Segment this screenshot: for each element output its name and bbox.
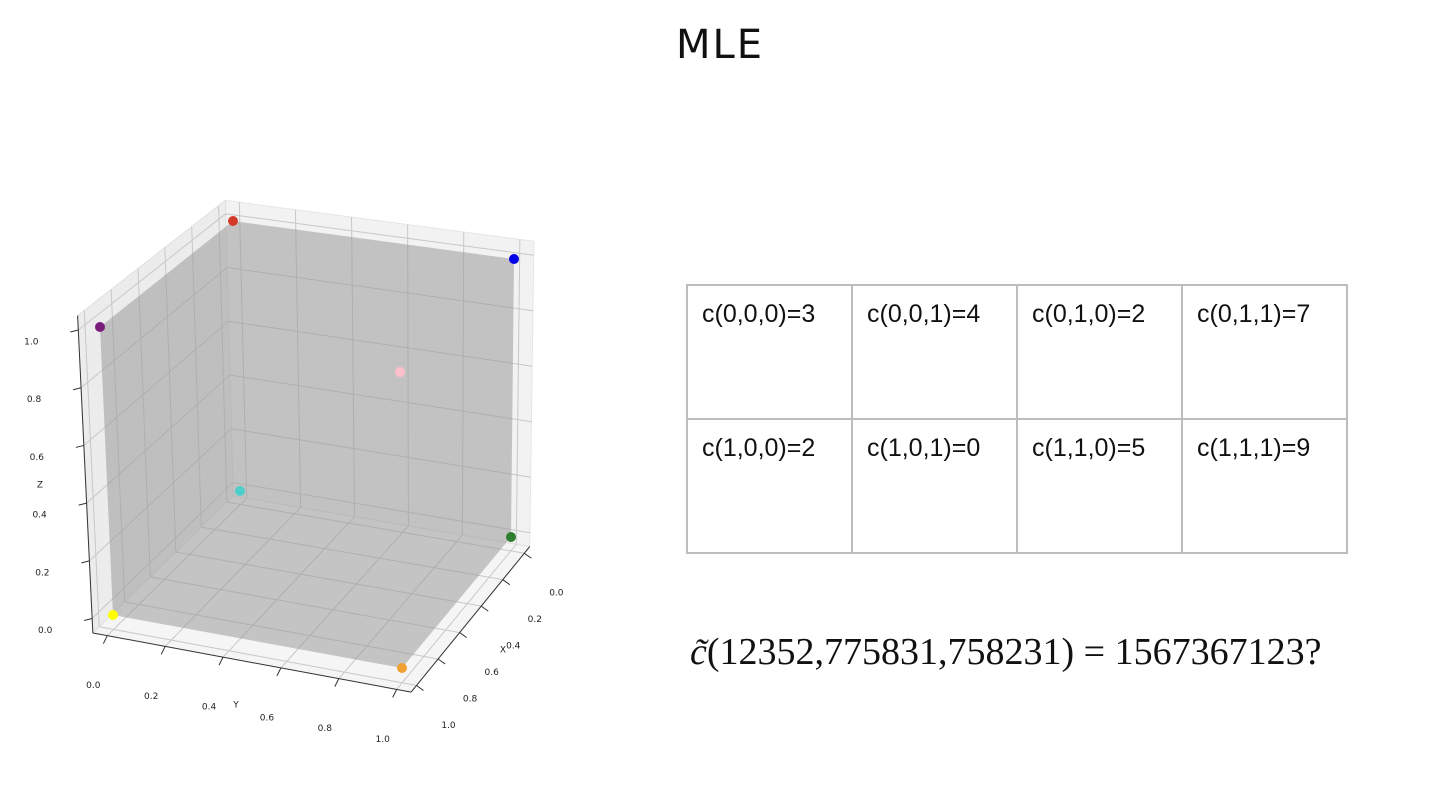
y-tick-label: 0.6: [260, 713, 275, 723]
point: [397, 663, 407, 673]
z-tick-label: 1.0: [24, 338, 39, 348]
y-tick-label: 0.8: [318, 724, 333, 734]
cube-shade: [100, 221, 514, 668]
tick-mark: [160, 646, 166, 655]
tick-mark: [437, 658, 446, 665]
point: [509, 254, 519, 264]
grid-line: [225, 213, 534, 256]
z-tick-label: 0.0: [38, 626, 53, 636]
table-body: c(0,0,0)=3 c(0,0,1)=4 c(0,1,0)=2 c(0,1,1)=7…: [686, 284, 1348, 554]
table-cell: c(1,1,1)=9: [1181, 418, 1348, 554]
y-axis-label: Y: [232, 701, 239, 711]
equation: c̃(12352,775831,758231) = 1567367123?: [690, 630, 1321, 674]
axis-line: [77, 315, 94, 633]
z-tick-label: 0.2: [35, 568, 49, 578]
tick-mark: [84, 618, 93, 622]
table-row: c(1,0,0)=2 c(1,0,1)=0 c(1,1,0)=5 c(1,1,1)=9: [686, 418, 1348, 554]
point: [235, 486, 245, 496]
y-tick-label: 0.0: [86, 681, 101, 691]
point: [506, 532, 516, 542]
z-tick-label: 0.8: [27, 395, 42, 405]
table-cell: c(0,0,0)=3: [686, 284, 853, 420]
table-cell: c(0,1,0)=2: [1016, 284, 1183, 420]
tick-mark: [78, 502, 87, 506]
y-tick-label: 0.4: [202, 703, 217, 713]
slide-title: MLE: [675, 22, 765, 68]
x-tick-label: 1.0: [441, 721, 456, 731]
tick-mark: [334, 678, 340, 687]
table-cell: c(0,0,1)=4: [851, 284, 1018, 420]
x-tick-label: 0.2: [528, 615, 542, 625]
point: [395, 367, 405, 377]
x-tick-label: 0.4: [506, 642, 521, 652]
grid-line: [99, 626, 417, 686]
table-row: c(0,0,0)=3 c(0,0,1)=4 c(0,1,0)=2 c(0,1,1)=7: [686, 284, 1348, 420]
x-tick-label: 0.8: [463, 695, 478, 705]
tick-mark: [459, 632, 467, 638]
x-tick-label: 0.6: [484, 668, 499, 678]
table-cell: c(1,0,1)=0: [851, 418, 1018, 554]
point: [108, 610, 118, 620]
tick-mark: [502, 579, 511, 586]
table-cell: c(1,0,0)=2: [686, 418, 853, 554]
tick-mark: [75, 444, 84, 448]
z-axis-label: Z: [37, 481, 43, 491]
grid-line: [83, 310, 100, 627]
x-axis-label: X: [500, 646, 506, 656]
y-tick-label: 1.0: [375, 735, 390, 745]
tick-mark: [102, 635, 108, 644]
equation-symbol: c̃: [690, 631, 707, 673]
tick-mark: [392, 689, 398, 698]
tick-mark: [70, 329, 79, 333]
tick-mark: [276, 667, 282, 677]
grid-line: [396, 543, 517, 690]
table-cell: c(0,1,1)=7: [1181, 284, 1348, 420]
plot-3d: 0.0 0.2 0.4 0.6 0.8 1.0 0.0 0.2 0.4 0.6 0.8 1.0 0.0 0…: [24, 199, 564, 745]
tick-mark: [480, 605, 489, 612]
y-tick-label: 0.2: [144, 692, 158, 702]
x-tick-label: 0.0: [549, 589, 564, 599]
z-tick-label: 0.6: [30, 453, 45, 463]
z-tick-label: 0.4: [32, 511, 47, 521]
equation-text: (12352,775831,758231) = 1567367123?: [706, 631, 1322, 673]
tick-mark: [218, 656, 224, 666]
axis-line: [410, 546, 531, 693]
tick-mark: [524, 552, 532, 559]
table-cell: c(1,1,0)=5: [1016, 418, 1183, 554]
tick-mark: [81, 560, 90, 564]
axis-line: [92, 632, 412, 693]
grid-line: [515, 239, 521, 545]
tick-mark: [72, 387, 82, 391]
point: [95, 322, 105, 332]
count-table: c(0,0,0)=3 c(0,0,1)=4 c(0,1,0)=2 c(0,1,1)=7…: [686, 284, 1348, 554]
grid-line: [77, 213, 226, 331]
point: [228, 216, 238, 226]
tick-mark: [416, 685, 424, 691]
